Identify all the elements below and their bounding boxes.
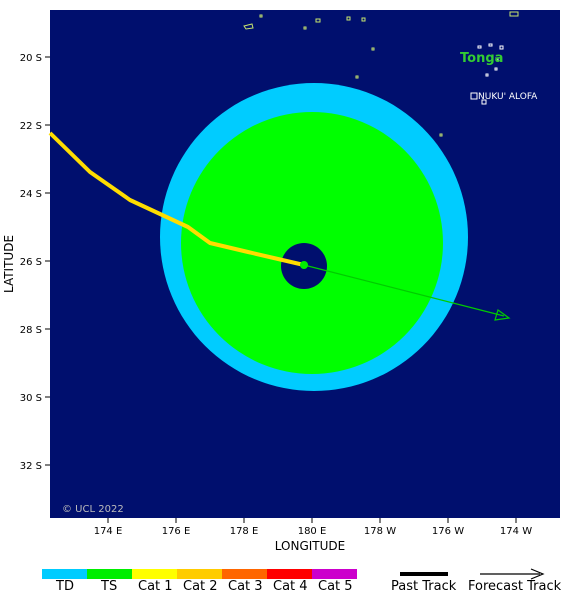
legend-swatch-ts bbox=[87, 569, 132, 579]
y-tick-label: 28 S bbox=[20, 325, 42, 336]
country-label: Tonga bbox=[460, 51, 503, 66]
legend-swatch-cat2 bbox=[177, 569, 222, 579]
y-tick-label: 20 S bbox=[20, 53, 42, 64]
legend-label-ts: TS bbox=[101, 579, 118, 594]
x-tick-marks bbox=[107, 518, 517, 523]
city-label: NUKU' ALOFA bbox=[478, 92, 538, 102]
y-tick-label: 30 S bbox=[20, 393, 42, 404]
tonga-island-group bbox=[477, 43, 504, 105]
legend-swatch-td bbox=[42, 569, 87, 579]
y-tick-marks bbox=[45, 56, 50, 466]
y-tick-label: 22 S bbox=[20, 121, 42, 132]
x-tick-label: 174 E bbox=[94, 526, 123, 537]
y-tick-label: 26 S bbox=[20, 257, 42, 268]
legend-label-cat1: Cat 1 bbox=[138, 579, 173, 594]
storm-center-marker bbox=[300, 261, 308, 269]
x-tick-label: 176 E bbox=[162, 526, 191, 537]
x-tick-label: 178 W bbox=[364, 526, 396, 537]
legend-swatch-cat3 bbox=[222, 569, 267, 579]
forecast-track-label: Forecast Track bbox=[468, 579, 562, 594]
legend-swatch-cat4 bbox=[267, 569, 312, 579]
x-tick-label: 180 E bbox=[298, 526, 327, 537]
legend-swatch-cat5 bbox=[312, 569, 357, 579]
y-tick-label: 32 S bbox=[20, 461, 42, 472]
x-tick-label: 174 W bbox=[500, 526, 532, 537]
island-outlines bbox=[243, 11, 519, 137]
forecast-arrow-head-icon bbox=[494, 309, 511, 321]
past-track-label: Past Track bbox=[391, 579, 457, 594]
copyright-text: © UCL 2022 bbox=[62, 504, 124, 515]
forecast-arrow-icon bbox=[530, 568, 545, 580]
y-axis-title: LATITUDE bbox=[2, 235, 16, 293]
legend-label-cat5: Cat 5 bbox=[318, 579, 353, 594]
y-tick-label: 24 S bbox=[20, 189, 42, 200]
legend-label-td: TD bbox=[56, 579, 74, 594]
city-marker-icon bbox=[470, 92, 478, 100]
legend-swatch-cat1 bbox=[132, 569, 177, 579]
legend-label-cat3: Cat 3 bbox=[228, 579, 263, 594]
past-track-line bbox=[48, 131, 305, 267]
legend-label-cat2: Cat 2 bbox=[183, 579, 218, 594]
legend-label-cat4: Cat 4 bbox=[273, 579, 308, 594]
forecast-track-line bbox=[303, 264, 505, 317]
x-axis-title: LONGITUDE bbox=[275, 539, 345, 553]
x-tick-label: 176 W bbox=[432, 526, 464, 537]
storm-wind-zone bbox=[181, 112, 443, 374]
x-tick-label: 178 E bbox=[230, 526, 259, 537]
